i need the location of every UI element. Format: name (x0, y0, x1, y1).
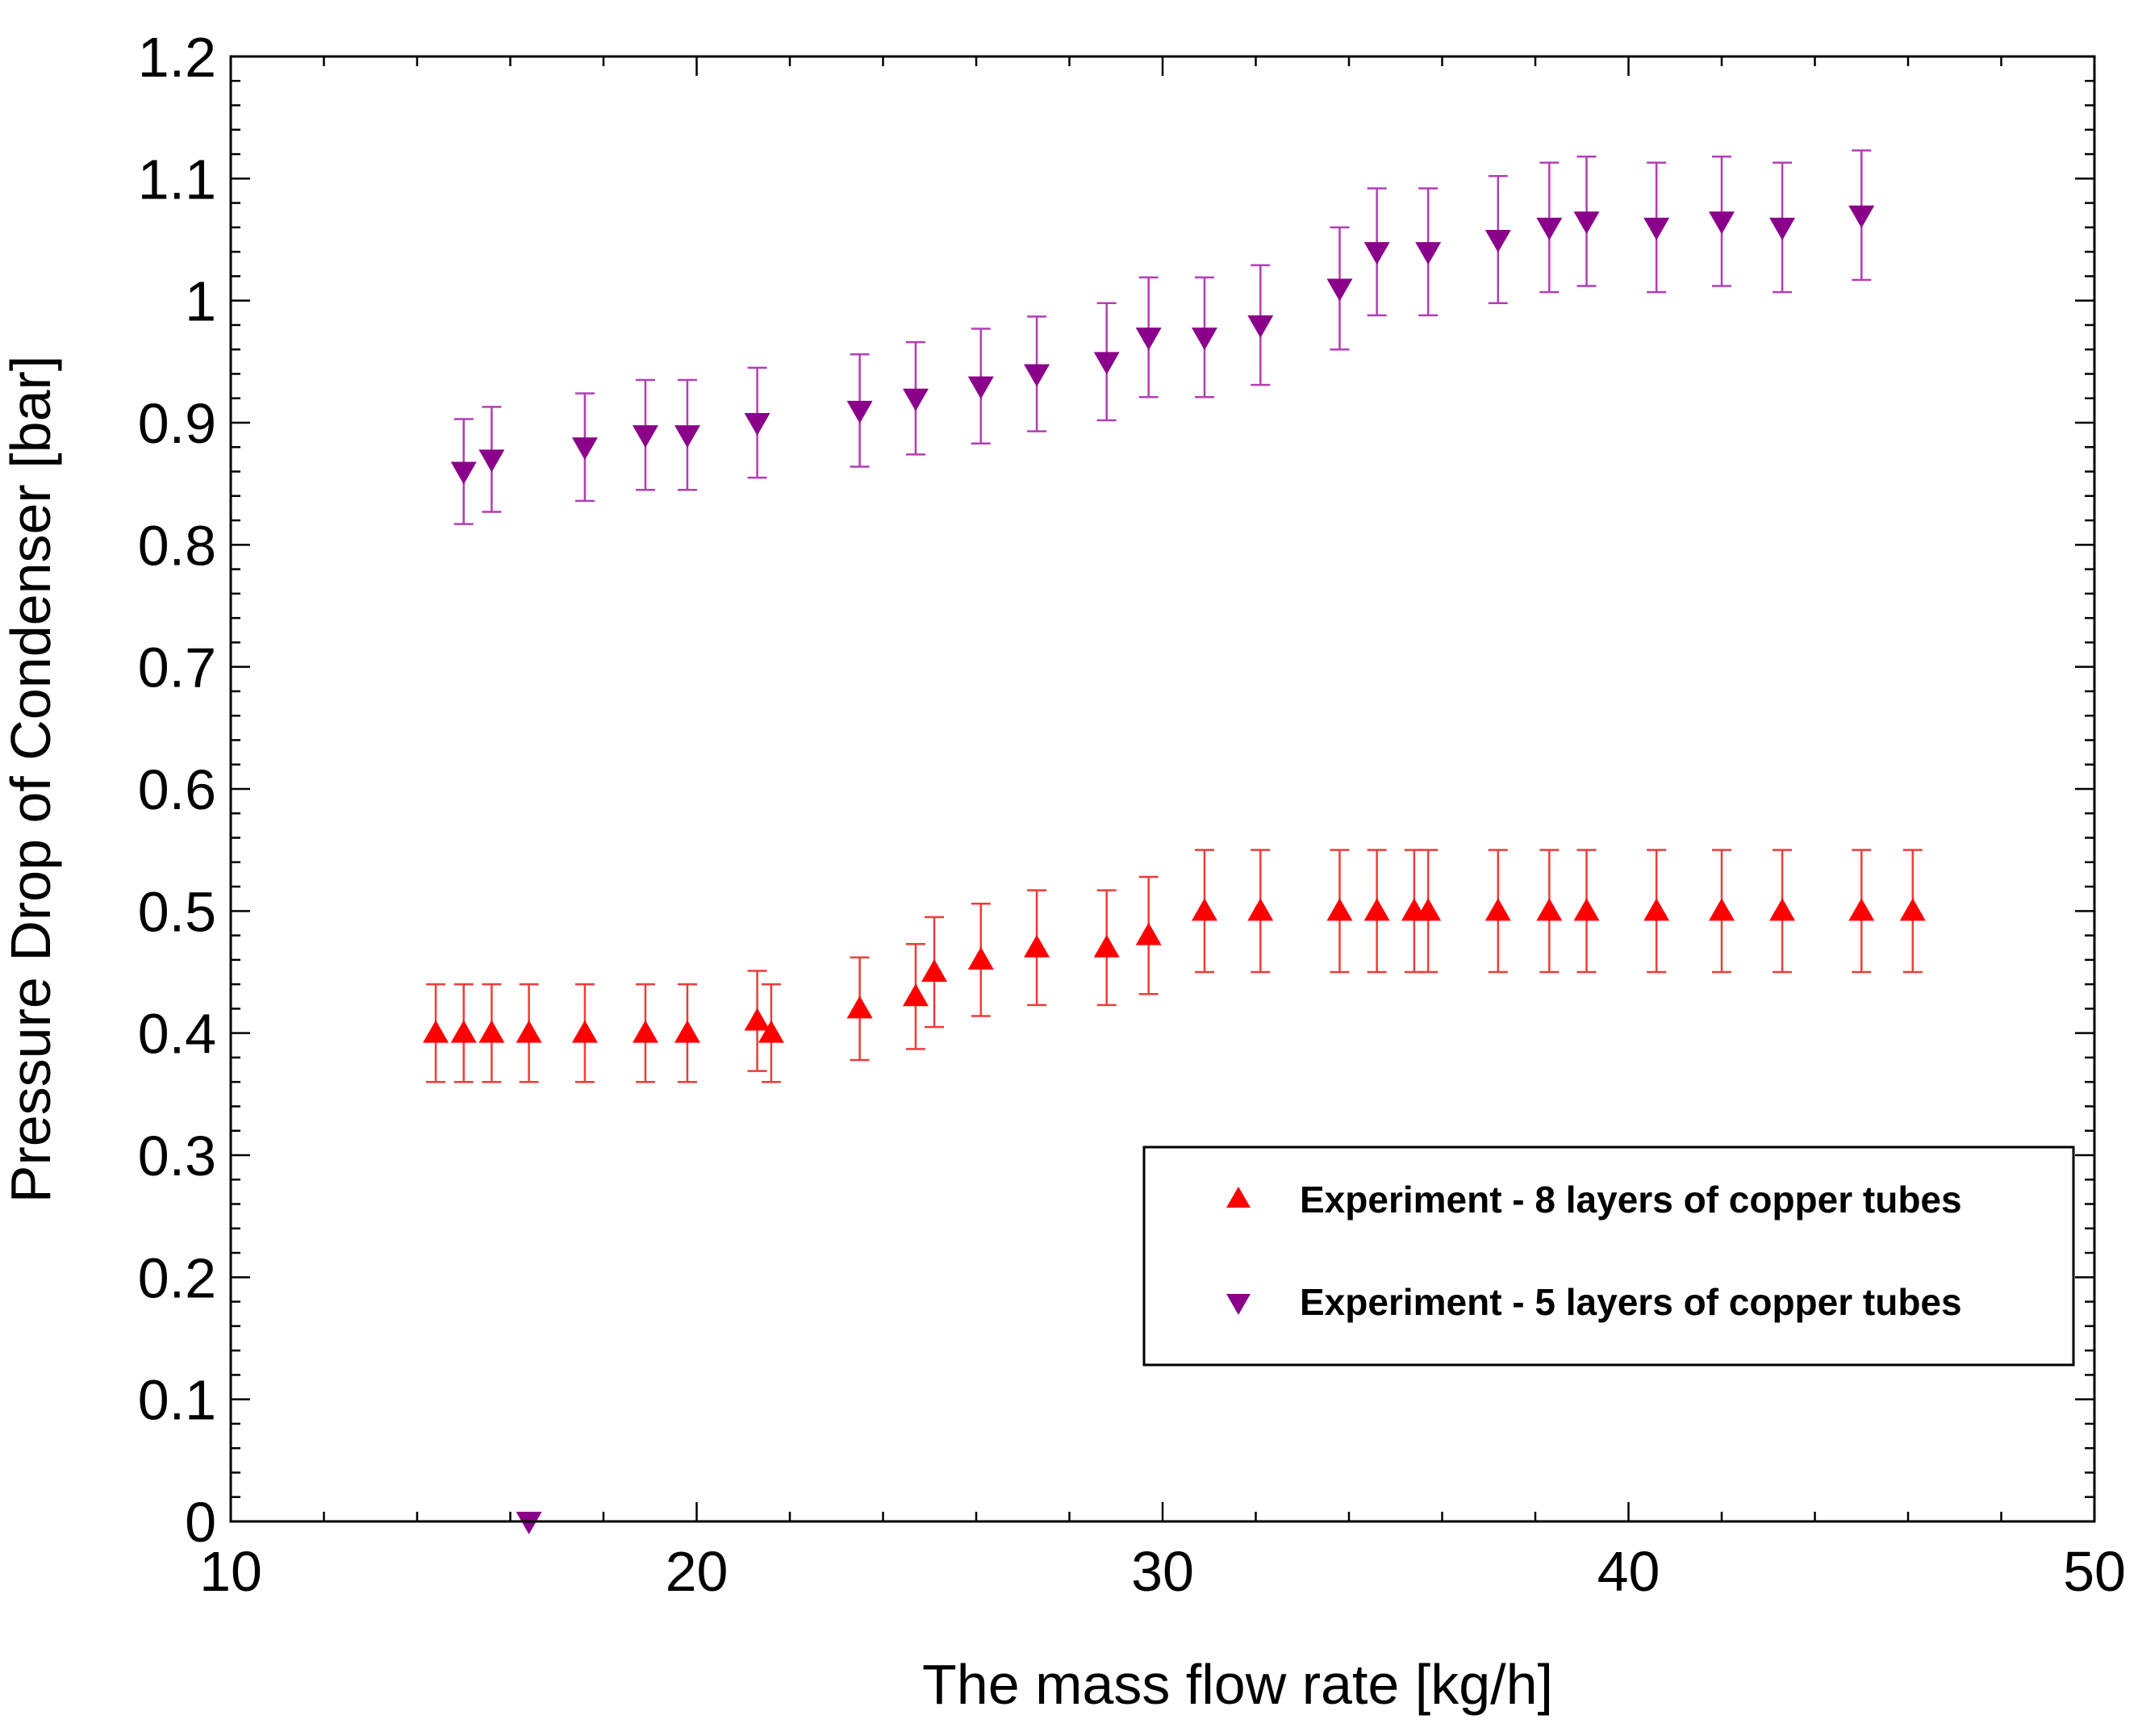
marker-5-layers (450, 461, 477, 485)
y-tick-label: 1.2 (138, 26, 216, 89)
marker-8-layers (1848, 898, 1875, 921)
legend-label-5-layers: Experiment - 5 layers of copper tubes (1300, 1281, 1962, 1323)
marker-8-layers (744, 1008, 770, 1031)
marker-5-layers (967, 376, 994, 399)
marker-5-layers (478, 449, 505, 473)
x-tick-label: 50 (2063, 1540, 2126, 1603)
data-markers (423, 205, 1926, 1534)
marker-5-layers (846, 400, 873, 424)
marker-5-layers (1247, 315, 1274, 338)
plot-frame (229, 55, 2096, 1523)
marker-5-layers (516, 1512, 542, 1534)
minor-ticks (231, 56, 2094, 1521)
marker-8-layers (1643, 898, 1670, 921)
marker-5-layers (1415, 242, 1442, 265)
marker-5-layers (1363, 242, 1390, 265)
marker-5-layers (1848, 205, 1875, 228)
x-tick-label: 10 (199, 1540, 262, 1603)
legend-label-8-layers: Experiment - 8 layers of copper tubes (1300, 1179, 1962, 1221)
marker-5-layers (571, 437, 598, 461)
marker-8-layers (632, 1020, 658, 1043)
marker-8-layers (1899, 898, 1926, 921)
y-tick-label: 0.2 (138, 1246, 216, 1309)
y-tick-label: 1 (185, 270, 216, 333)
y-tick-label: 0.8 (138, 514, 216, 577)
marker-8-layers (1024, 934, 1050, 958)
legend: Experiment - 8 layers of copper tubes Ex… (1142, 1146, 2075, 1367)
marker-8-layers (1326, 898, 1353, 921)
marker-5-layers (1573, 211, 1600, 235)
y-tick-label: 0.7 (138, 636, 216, 699)
marker-8-layers (846, 995, 873, 1019)
marker-8-layers (1191, 898, 1217, 921)
marker-5-layers (1643, 217, 1670, 240)
marker-8-layers (902, 983, 929, 1007)
marker-8-layers (758, 1020, 784, 1043)
marker-5-layers (1326, 278, 1353, 302)
y-tick-label: 0.3 (138, 1125, 216, 1187)
marker-5-layers (1135, 328, 1162, 351)
marker-8-layers (1415, 898, 1442, 921)
marker-8-layers (450, 1020, 477, 1043)
marker-8-layers (1536, 898, 1563, 921)
y-tick-label: 0 (185, 1491, 216, 1554)
marker-8-layers (1769, 898, 1796, 921)
marker-8-layers (1247, 898, 1274, 921)
marker-5-layers (1536, 217, 1563, 240)
y-axis-title: Pressure Drop of Condenser [bar] (0, 356, 62, 1204)
y-tick-label: 0.1 (138, 1369, 216, 1432)
legend-marker-5-layers (1226, 1294, 1251, 1315)
marker-8-layers (921, 959, 948, 982)
marker-8-layers (1093, 934, 1120, 958)
marker-5-layers (1024, 364, 1050, 387)
marker-8-layers (1484, 898, 1511, 921)
marker-5-layers (1093, 352, 1120, 375)
legend-box (1142, 1146, 2075, 1367)
marker-8-layers (1573, 898, 1600, 921)
y-tick-labels: 0 0.1 0.2 0.3 0.4 0.5 0.6 0.7 0.8 0.9 1 1.1 1.2 (138, 26, 216, 1554)
y-tick-label: 0.6 (138, 758, 216, 821)
x-tick-label: 40 (1597, 1540, 1660, 1603)
marker-8-layers (478, 1020, 505, 1043)
y-tick-label: 1.1 (138, 148, 216, 211)
marker-8-layers (423, 1020, 449, 1043)
y-tick-label: 0.9 (138, 392, 216, 455)
y-tick-label: 0.4 (138, 1003, 216, 1066)
x-tick-label: 30 (1131, 1540, 1194, 1603)
marker-8-layers (1363, 898, 1390, 921)
x-tick-labels: 10 20 30 40 50 (199, 1540, 2126, 1603)
x-tick-label: 20 (666, 1540, 729, 1603)
marker-8-layers (571, 1020, 598, 1043)
marker-8-layers (1709, 898, 1735, 921)
marker-5-layers (632, 425, 658, 449)
marker-8-layers (967, 946, 994, 970)
marker-5-layers (744, 413, 770, 436)
x-axis-title: The mass flow rate [kg/h] (922, 1653, 1553, 1716)
marker-8-layers (1135, 922, 1162, 945)
marker-5-layers (1769, 217, 1796, 240)
legend-marker-8-layers (1226, 1187, 1251, 1208)
marker-8-layers (674, 1020, 700, 1043)
marker-5-layers (1191, 328, 1217, 351)
marker-5-layers (1484, 230, 1511, 252)
marker-5-layers (1709, 211, 1735, 235)
y-tick-label: 0.5 (138, 880, 216, 943)
marker-5-layers (674, 425, 700, 449)
marker-5-layers (902, 388, 929, 411)
marker-8-layers (516, 1020, 542, 1043)
